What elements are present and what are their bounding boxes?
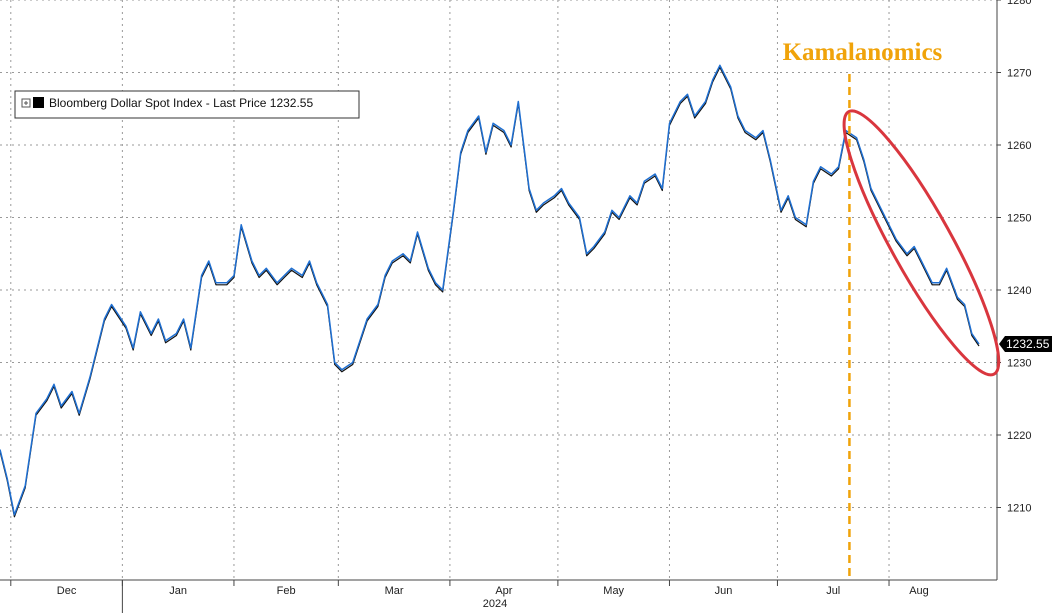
annotations: Kamalanomics: [783, 39, 1001, 580]
last-price-badge-bg: [999, 336, 1052, 353]
x-tick-label: Dec: [57, 585, 77, 597]
x-tick-label: Aug: [909, 585, 929, 597]
series-shadow-line: [0, 66, 980, 518]
y-tick-label: 1260: [1007, 140, 1031, 152]
legend: Bloomberg Dollar Spot Index - Last Price…: [14, 90, 360, 119]
x-tick-label: Jul: [826, 585, 840, 597]
legend-box: [14, 90, 360, 119]
y-tick-label: 1210: [1007, 503, 1031, 515]
x-axis-ticks: Dec Jan Feb Mar Apr May Jun Jul Aug: [10, 580, 929, 613]
legend-series-label: Bloomberg Dollar Spot Index - Last Price…: [49, 96, 313, 110]
y-tick-label: 1270: [1007, 68, 1031, 80]
last-price-badge: 1232.55: [999, 336, 1052, 353]
y-tick-label: 1230: [1007, 358, 1031, 370]
x-tick-label: Jan: [169, 585, 187, 597]
x-tick-label: May: [603, 585, 624, 597]
y-tick-label: 1280: [1007, 0, 1031, 7]
x-tick-label: Jun: [715, 585, 733, 597]
kamalanomics-label: Kamalanomics: [783, 39, 943, 66]
series-line: [0, 64, 980, 516]
y-tick-label: 1250: [1007, 213, 1031, 225]
gridlines: [0, 0, 997, 580]
year-label: 2024: [483, 598, 507, 610]
decline-highlight-ellipse: [842, 109, 1001, 377]
y-tick-label: 1220: [1007, 430, 1031, 442]
x-tick-label: Mar: [385, 585, 404, 597]
x-tick-label: Feb: [277, 585, 296, 597]
x-tick-label: Apr: [495, 585, 512, 597]
last-price-value: 1232.55: [1006, 337, 1050, 351]
y-tick-label: 1240: [1007, 285, 1031, 297]
series-lines: [0, 64, 980, 518]
legend-swatch-icon: [33, 97, 44, 108]
y-axis-ticks: 1210 1220 1230 1240 1250 1260 1270 1280: [997, 0, 1031, 515]
